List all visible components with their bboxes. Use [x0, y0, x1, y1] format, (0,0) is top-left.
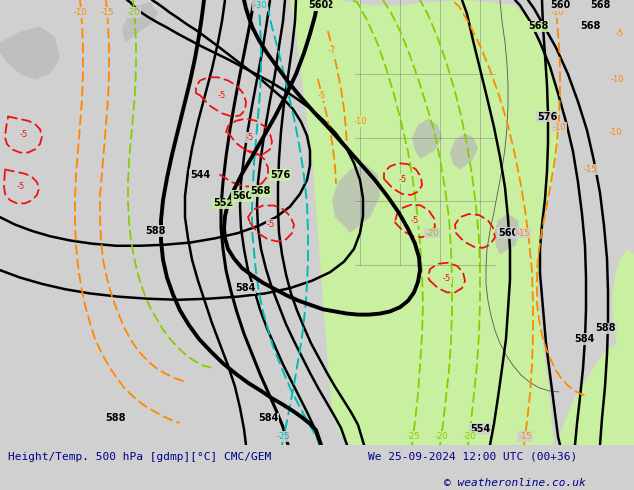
Text: 568: 568 — [250, 186, 270, 196]
Text: 584: 584 — [574, 334, 594, 344]
Polygon shape — [0, 26, 60, 79]
Text: -20: -20 — [425, 228, 439, 238]
Text: -5: -5 — [246, 133, 254, 142]
Polygon shape — [412, 119, 442, 159]
Text: 560: 560 — [498, 228, 518, 238]
Text: 560: 560 — [232, 191, 252, 201]
Polygon shape — [612, 249, 634, 366]
Text: -15: -15 — [100, 8, 113, 17]
Text: 588: 588 — [105, 414, 126, 423]
Text: -5: -5 — [218, 91, 226, 100]
Text: -25: -25 — [406, 432, 420, 441]
Text: 568: 568 — [580, 22, 600, 31]
Text: -15: -15 — [518, 432, 532, 441]
Text: 576: 576 — [270, 170, 290, 180]
Text: -5: -5 — [616, 29, 624, 38]
Text: -5: -5 — [20, 130, 28, 139]
Text: -10: -10 — [550, 8, 564, 17]
Polygon shape — [332, 164, 380, 233]
Polygon shape — [122, 2, 158, 42]
Text: We 25-09-2024 12:00 UTC (00+36): We 25-09-2024 12:00 UTC (00+36) — [368, 452, 577, 462]
Text: 584: 584 — [235, 283, 256, 293]
Polygon shape — [556, 344, 634, 445]
Text: © weatheronline.co.uk: © weatheronline.co.uk — [444, 478, 586, 488]
Text: 560: 560 — [308, 0, 328, 10]
Text: 576: 576 — [537, 112, 557, 122]
Polygon shape — [450, 133, 478, 170]
Text: -10: -10 — [552, 122, 566, 132]
Text: 552: 552 — [213, 198, 233, 208]
Text: -20: -20 — [462, 432, 476, 441]
Text: -7: -7 — [328, 47, 336, 55]
Text: -5: -5 — [411, 216, 419, 225]
Text: -25: -25 — [276, 432, 290, 441]
Polygon shape — [494, 214, 520, 254]
Text: 588: 588 — [145, 226, 165, 236]
Text: -30: -30 — [253, 1, 267, 10]
Text: -5: -5 — [443, 274, 451, 283]
Text: -5: -5 — [399, 174, 407, 184]
Text: 568: 568 — [528, 22, 548, 31]
Text: -15: -15 — [583, 165, 597, 174]
Text: -5: -5 — [267, 220, 275, 229]
Text: 552: 552 — [313, 0, 333, 10]
Text: -10: -10 — [608, 128, 622, 137]
Text: -10: -10 — [74, 8, 87, 17]
Text: -5: -5 — [17, 182, 25, 191]
Text: -20: -20 — [126, 8, 139, 17]
Text: 588: 588 — [596, 323, 616, 333]
Text: 560: 560 — [550, 0, 570, 10]
Text: -20: -20 — [434, 432, 448, 441]
Text: 544: 544 — [190, 170, 210, 180]
Text: 568: 568 — [590, 0, 610, 10]
Text: 584: 584 — [258, 414, 278, 423]
Text: 554: 554 — [470, 424, 490, 434]
Text: -5: -5 — [318, 91, 326, 100]
Text: -10: -10 — [611, 75, 624, 84]
Polygon shape — [290, 0, 560, 445]
Text: -15: -15 — [516, 228, 530, 238]
Text: -10: -10 — [353, 117, 366, 126]
Text: Height/Temp. 500 hPa [gdmp][°C] CMC/GEM: Height/Temp. 500 hPa [gdmp][°C] CMC/GEM — [8, 452, 271, 462]
